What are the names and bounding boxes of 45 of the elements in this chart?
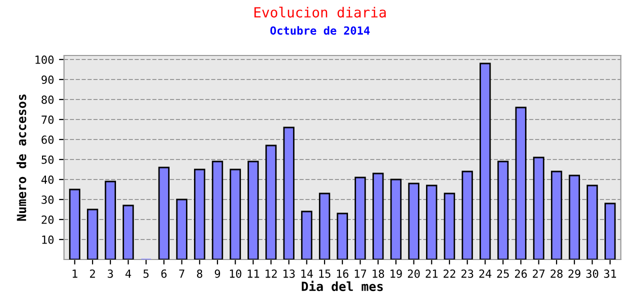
- x-tick-label: 17: [354, 270, 366, 278]
- y-tick-label: 10: [42, 236, 54, 244]
- x-tick-label: 8: [196, 269, 202, 278]
- x-tick-label: 15: [319, 270, 330, 278]
- y-tick-label: 70: [42, 116, 54, 124]
- x-tick-label: 23: [461, 269, 474, 278]
- y-tick-label: 20: [42, 216, 54, 224]
- y-tick-label: 40: [41, 176, 54, 184]
- x-tick-label: 19: [390, 269, 402, 278]
- x-tick-label: 28: [550, 269, 563, 278]
- chart-subtitle: Octubre de 2014: [270, 26, 370, 35]
- y-tick-label: 90: [42, 76, 54, 84]
- x-tick-label: 1: [72, 270, 78, 278]
- x-tick-label: 4: [125, 270, 132, 278]
- x-tick-label: 18: [372, 269, 384, 278]
- y-tick-label: 50: [42, 156, 54, 164]
- x-tick-label: 24: [479, 269, 492, 278]
- x-tick-label: 14: [301, 270, 313, 278]
- y-tick-label: 80: [42, 96, 54, 104]
- x-tick-label: 2: [90, 269, 95, 278]
- x-tick-label: 22: [444, 269, 456, 278]
- y-tick-label: 60: [42, 136, 54, 144]
- chart-title: Evolucion diaria: [254, 6, 386, 18]
- x-tick-label: 20: [408, 269, 420, 278]
- x-tick-label: 27: [532, 269, 545, 278]
- x-tick-label: 25: [497, 269, 509, 278]
- y-tick-label: 100: [36, 56, 54, 64]
- x-tick-label: 12: [266, 269, 277, 278]
- x-tick-label: 26: [514, 269, 527, 278]
- x-tick-label: 5: [144, 270, 149, 278]
- x-tick-label: 7: [179, 270, 184, 278]
- x-tick-label: 10: [230, 269, 242, 278]
- x-tick-label: 11: [248, 270, 260, 278]
- x-tick-label: 6: [161, 269, 167, 278]
- x-tick-label: 3: [108, 269, 113, 278]
- x-tick-label: 16: [337, 269, 348, 278]
- x-tick-label: 21: [426, 269, 438, 278]
- x-axis-title: Dia del mes: [302, 280, 383, 292]
- x-tick-label: 31: [604, 269, 616, 278]
- y-tick-label: 30: [42, 196, 54, 204]
- x-tick-label: 13: [284, 269, 295, 278]
- x-tick-label: 9: [214, 269, 220, 278]
- y-axis-title: Numero de accesos: [16, 94, 26, 221]
- x-tick-label: 30: [586, 269, 598, 278]
- x-tick-label: 29: [568, 269, 580, 278]
